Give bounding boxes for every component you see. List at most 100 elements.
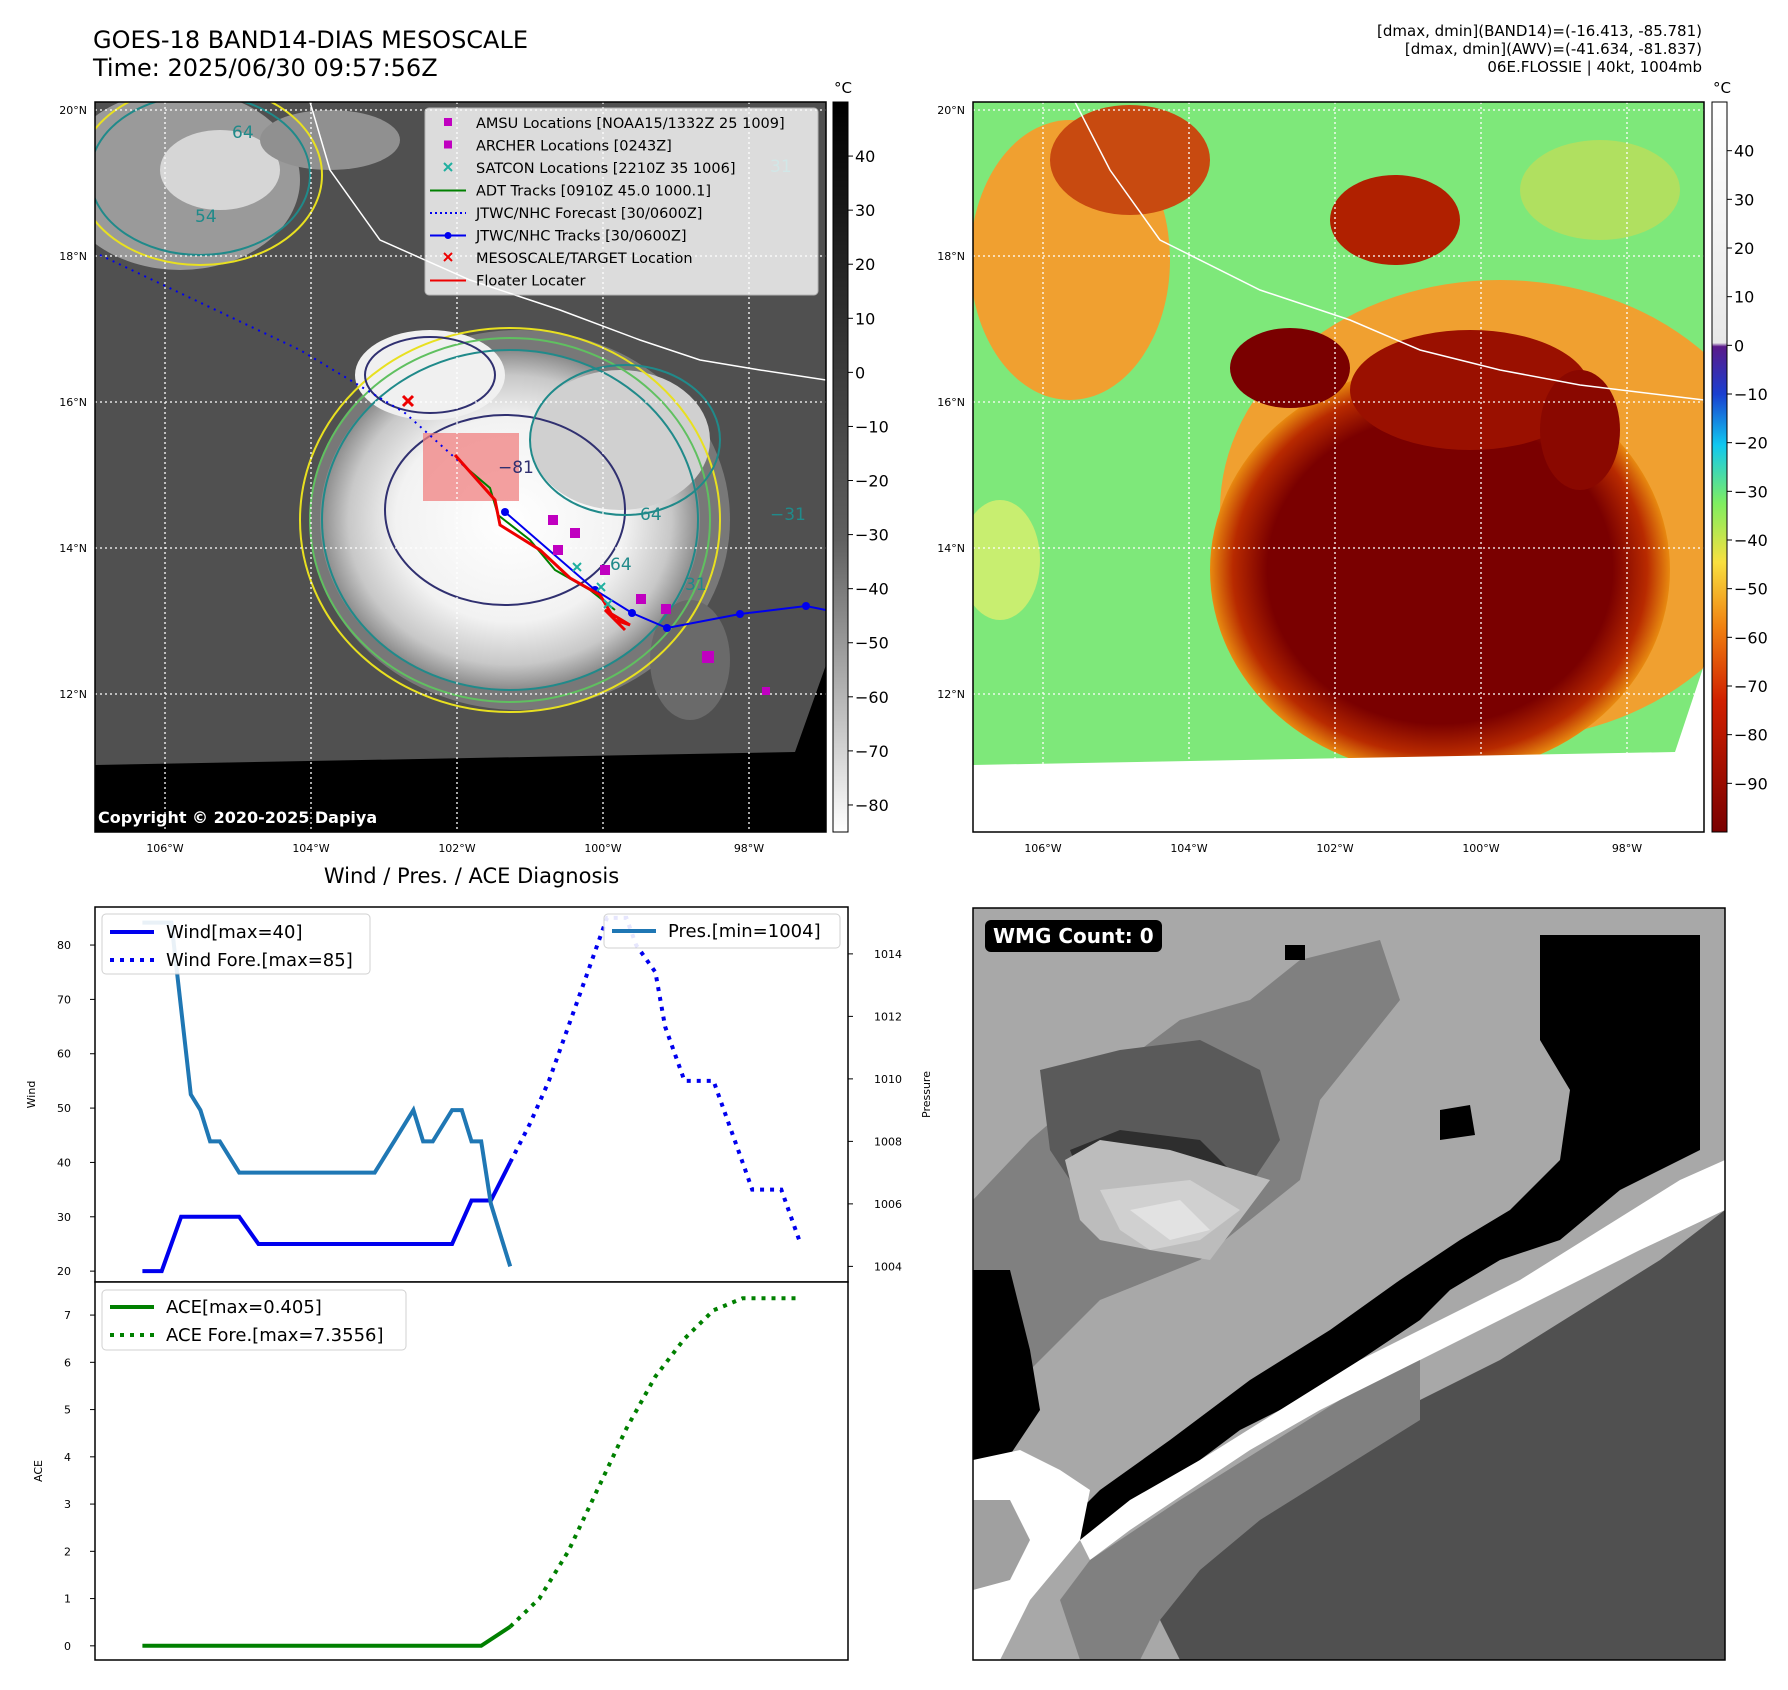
ace-legend: ACE[max=0.405] ACE Fore.[max=7.3556] (101, 1289, 407, 1351)
lat-tick-label: 18°N (59, 250, 87, 263)
ace-ytick-label: 5 (64, 1404, 71, 1417)
wind-ytick-label: 70 (57, 993, 71, 1006)
lon-tick-label: 104°W (292, 842, 329, 855)
ace-ytick-label: 6 (64, 1356, 71, 1369)
series-line-2 (142, 920, 513, 1267)
colorbar-tick-label: −60 (855, 688, 889, 707)
legend-label: Pres.[min=1004] (668, 921, 821, 942)
lat-tick-label: 16°N (59, 396, 87, 409)
legend-label: SATCON Locations [2210Z 35 1006] (476, 161, 735, 177)
ace-ytick-label: 4 (64, 1451, 71, 1464)
contour-label: 64 (610, 555, 632, 575)
pressure-ytick-label: 1014 (874, 948, 902, 961)
color-colorbar (1711, 101, 1728, 833)
colorbar-tick-label: −10 (855, 417, 889, 436)
wind-legend: Wind[max=40] Wind Fore.[max=85] (101, 913, 371, 975)
figure-title: GOES-18 BAND14-DIAS MESOSCALE Time: 2025… (93, 26, 528, 82)
colorbar-tick-label: 0 (1734, 336, 1744, 355)
legend-label: JTWC/NHC Forecast [30/0600Z] (475, 206, 702, 222)
colorbar-tick-label: −80 (1734, 726, 1768, 745)
lat-tick-label: 18°N (937, 250, 965, 263)
wind-ytick-label: 80 (57, 939, 71, 952)
pressure-ytick-label: 1004 (874, 1260, 902, 1273)
wind-ytick-label: 50 (57, 1102, 71, 1115)
copyright-text: Copyright © 2020-2025 Dapiya (98, 808, 378, 827)
legend-label: ACE Fore.[max=7.3556] (166, 1325, 384, 1346)
amsu-archer-markers (548, 515, 770, 695)
contour-label: −81 (498, 458, 534, 478)
wind-pressure-chart: 20 30 40 50 60 70 80 1004 1006 1008 1010 1012 1014 Wi… (25, 913, 933, 1278)
lon-tick-label: 100°W (584, 842, 621, 855)
wmg-frame (972, 907, 1726, 1661)
lat-tick-label: 14°N (59, 542, 87, 555)
pressure-axis-label: Pressure (920, 1071, 933, 1118)
ace-ytick-label: 2 (64, 1545, 71, 1558)
wind-axis-label: Wind (25, 1081, 38, 1109)
pressure-legend: Pres.[min=1004] (603, 913, 841, 949)
contour-label: 64 (232, 123, 254, 143)
stats-line3: 06E.FLOSSIE | 40kt, 1004mb (1487, 58, 1702, 76)
ir-map-legend: AMSU Locations [NOAA15/1332Z 25 1009] ARC… (424, 107, 819, 296)
pressure-ytick-label: 1012 (874, 1010, 902, 1023)
legend-label: ACE[max=0.405] (166, 1297, 322, 1318)
diagnosis-title: Wind / Pres. / ACE Diagnosis (323, 864, 620, 888)
colorbar-tick-label: −40 (855, 580, 889, 599)
colorbar-tick-label: −90 (1734, 774, 1768, 793)
gray-colorbar (832, 101, 849, 833)
colorbar-tick-label: −80 (855, 796, 889, 815)
contour-label: −31 (770, 505, 806, 525)
stats-line1: [dmax, dmin](BAND14)=(-16.413, -85.781) (1377, 22, 1702, 40)
pressure-ytick-label: 1006 (874, 1198, 902, 1211)
wind-ytick-label: 60 (57, 1048, 71, 1061)
color-ir-map-image (973, 102, 1704, 832)
wmg-image (973, 908, 1725, 1660)
wind-ytick-label: 40 (57, 1156, 71, 1169)
target-location-marker (401, 394, 415, 408)
colorbar-unit: °C (834, 79, 852, 97)
color-ir-map-ticks: 20°N 18°N 16°N 14°N 12°N 106°W 104°W 102°W 100°W… (937, 104, 1642, 855)
colorbar-tick-label: −50 (855, 634, 889, 653)
gray-colorbar-ticks: °C 40 30 20 10 0 −10 −20 −30 −40 −50 −60 −70 −80 (834, 79, 889, 815)
lat-tick-label: 12°N (937, 688, 965, 701)
colorbar-tick-label: 30 (1734, 190, 1754, 209)
legend-marker-dot (444, 232, 452, 239)
legend-label: Floater Locater (476, 274, 585, 290)
ace-ytick-label: 1 (64, 1593, 71, 1606)
wind-ytick-label: 30 (57, 1211, 71, 1224)
contour-label: 54 (195, 207, 217, 227)
ace-series-line-1 (508, 1296, 801, 1629)
legend-label: Wind[max=40] (166, 922, 303, 943)
colorbar-tick-label: −60 (1734, 628, 1768, 647)
colorbar-tick-label: −50 (1734, 580, 1768, 599)
colorbar-tick-label: −30 (1734, 482, 1768, 501)
lon-tick-label: 100°W (1462, 842, 1499, 855)
contour-label: 31 (685, 575, 707, 595)
ace-ytick-label: 7 (64, 1309, 71, 1322)
lat-tick-label: 16°N (937, 396, 965, 409)
pressure-ytick-label: 1010 (874, 1073, 902, 1086)
legend-marker (443, 252, 453, 262)
contour-label: 64 (640, 505, 662, 525)
colorbar-tick-label: 0 (855, 363, 865, 382)
floater-box (423, 433, 519, 501)
series-line-0 (142, 1161, 512, 1274)
lat-tick-label: 20°N (59, 104, 87, 117)
colorbar-tick-label: −20 (1734, 434, 1768, 453)
lat-tick-label: 12°N (59, 688, 87, 701)
ace-series-line-0 (142, 1625, 512, 1648)
colorbar-tick-label: 10 (855, 309, 875, 328)
satcon-markers (572, 562, 613, 609)
colorbar-tick-label: 30 (855, 201, 875, 220)
colorbar-tick-label: −70 (855, 742, 889, 761)
wind-ytick-label: 20 (57, 1265, 71, 1278)
lon-tick-label: 102°W (438, 842, 475, 855)
colorbar-tick-label: −40 (1734, 531, 1768, 550)
lon-tick-label: 98°W (1612, 842, 1642, 855)
color-ir-map-grid (973, 102, 1704, 832)
colorbar-tick-label: −10 (1734, 385, 1768, 404)
legend-marker (443, 162, 453, 172)
legend-label: ARCHER Locations [0243Z] (476, 139, 672, 155)
lat-tick-label: 20°N (937, 104, 965, 117)
